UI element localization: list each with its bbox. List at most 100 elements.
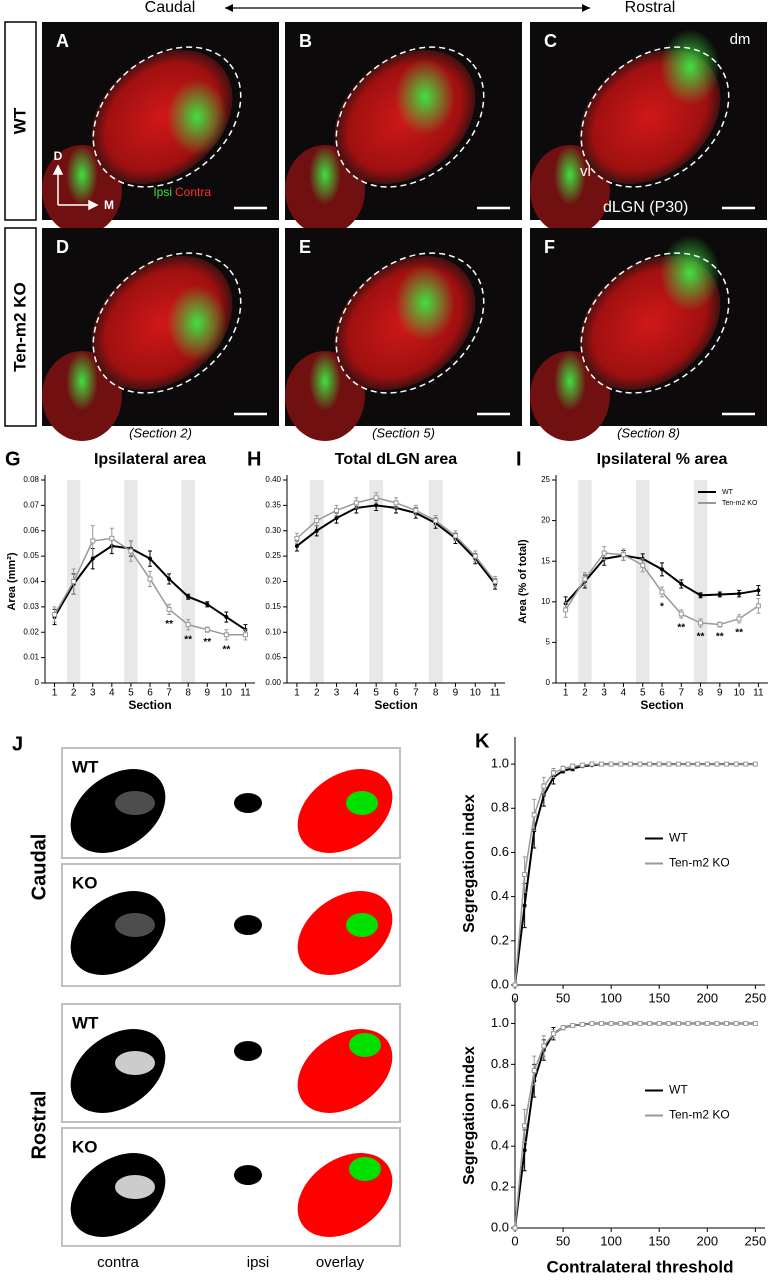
data-point (743, 1020, 749, 1026)
data-point (570, 1023, 576, 1028)
data-point (737, 591, 742, 596)
data-point (560, 1025, 566, 1031)
data-point (522, 1123, 528, 1129)
dlgn-outline (335, 46, 485, 188)
y-tick-label: 25 (541, 475, 550, 484)
dlgn-outline (92, 252, 242, 394)
contra-mask (70, 1153, 166, 1237)
ipsi-mask (234, 793, 262, 813)
ipsi-green-vl (66, 145, 98, 205)
x-tick-label: 200 (696, 1233, 718, 1248)
y-tick-label: 0.03 (23, 602, 39, 611)
data-point (656, 761, 662, 767)
data-point (743, 761, 749, 767)
data-point (128, 548, 134, 554)
data-point (608, 761, 614, 767)
x-tick-label: 2 (582, 688, 588, 699)
y-tick-label: 20 (541, 516, 550, 525)
data-point (570, 763, 576, 769)
x-tick-label: 3 (334, 688, 340, 699)
series-line (296, 504, 496, 585)
data-point (666, 761, 672, 767)
y-tick-label: 0 (546, 678, 551, 687)
data-point (166, 606, 172, 612)
data-point (314, 518, 320, 524)
x-tick-label: 4 (109, 688, 115, 699)
y-tick-label: 0.2 (491, 932, 509, 947)
highlight-band (635, 480, 650, 683)
x-tick-label: 9 (204, 688, 210, 699)
x-tick-label: 50 (556, 990, 570, 1005)
legend-label: Ten-m2 KO (722, 500, 758, 507)
x-tick-label: 9 (717, 688, 723, 699)
data-point (579, 1021, 585, 1027)
y-tick-label: 0.25 (265, 551, 281, 560)
data-point (393, 500, 399, 506)
ipsi-green (167, 285, 227, 361)
row-label: WT (72, 757, 99, 776)
ipsi-green (167, 79, 227, 155)
x-tick-label: 2 (314, 688, 320, 699)
data-point (618, 1020, 624, 1026)
panel-j: J Caudal WT KO Rostral WT KO contra ipsi overlay (12, 733, 401, 1271)
y-tick-label: 0.4 (491, 1138, 509, 1153)
data-point (620, 552, 626, 558)
x-tick-label: 100 (600, 1233, 622, 1248)
data-point (714, 761, 720, 767)
row-label-box (4, 227, 37, 427)
x-tick-label: 200 (696, 990, 718, 1005)
x-axis-label: Contralateral threshold (546, 1257, 733, 1276)
micrographs: WT A B C Ten-m2 KO D E Fdm vl dLGN (P30) Ipsi Contr… (4, 21, 767, 441)
series-line (514, 1022, 756, 1229)
contra-mask (70, 891, 166, 975)
y-axis-label: Segregation index (461, 794, 478, 933)
data-point (599, 1020, 605, 1026)
data-point (452, 533, 458, 539)
data-point (755, 603, 761, 609)
data-point (531, 812, 537, 818)
ipsi-mask (234, 1041, 262, 1061)
data-point (353, 500, 359, 506)
x-tick-label: 6 (147, 688, 153, 699)
panel-letter: J (12, 733, 23, 755)
y-tick-label: 0.07 (23, 500, 39, 509)
x-tick-label: 3 (90, 688, 96, 699)
highlight-band (693, 480, 708, 683)
header-rostral: Rostral (625, 0, 676, 16)
ipsi-mask (234, 1165, 262, 1185)
x-tick-label: 1 (294, 688, 300, 699)
x-tick-label: 100 (600, 990, 622, 1005)
label-dm: dm (730, 31, 751, 48)
row-label: WT (10, 107, 29, 134)
series-line (514, 1022, 756, 1229)
data-point (756, 588, 761, 593)
row-label: KO (72, 873, 98, 892)
x-tick-label: 0 (511, 1233, 518, 1248)
y-tick-label: 0.30 (265, 526, 281, 535)
data-point (589, 761, 595, 767)
data-point (205, 602, 210, 607)
data-point (148, 556, 152, 561)
label-dorsal: D (54, 149, 63, 163)
data-point (627, 1020, 633, 1026)
data-point (294, 543, 299, 548)
y-tick-label: 0.35 (265, 500, 281, 509)
x-tick-label: 5 (373, 688, 379, 699)
overlay-green (349, 1157, 381, 1181)
significance: * (660, 602, 664, 613)
y-tick-label: 5 (546, 638, 551, 647)
y-tick-label: 0.02 (23, 627, 39, 636)
y-tick-label: 0.05 (265, 653, 281, 662)
x-tick-label: 250 (745, 990, 767, 1005)
data-point (167, 576, 172, 581)
data-point (204, 627, 210, 633)
panel-letter: D (56, 237, 69, 257)
data-point (560, 766, 566, 772)
ipsi-green (660, 29, 720, 105)
x-tick-label: 250 (745, 1233, 767, 1248)
highlight-band (369, 480, 384, 683)
ipsi-green (395, 59, 455, 135)
x-axis-label: Section (374, 698, 417, 712)
data-point (109, 535, 115, 541)
data-point (695, 761, 701, 767)
